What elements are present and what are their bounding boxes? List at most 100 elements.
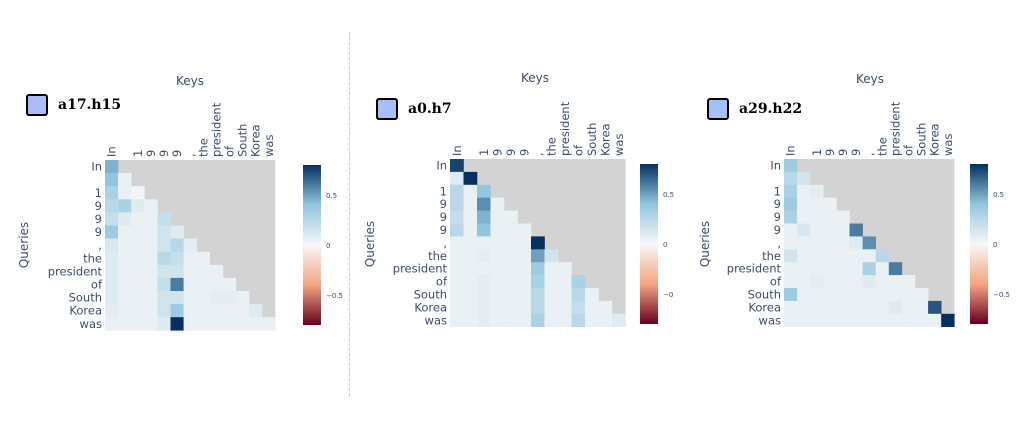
heatmap-cell bbox=[823, 223, 837, 237]
x-tick-label: the bbox=[875, 137, 889, 156]
heatmap-cell bbox=[222, 317, 237, 331]
heatmap-cell bbox=[836, 275, 850, 289]
heatmap-cell bbox=[463, 184, 478, 198]
heatmap-cell bbox=[118, 317, 132, 331]
x-tick-label: 9 bbox=[157, 150, 171, 157]
y-axis-title: Queries bbox=[17, 222, 31, 268]
heatmap-cell bbox=[196, 291, 211, 305]
x-tick-label: Korea bbox=[598, 123, 612, 156]
heatmap-cell bbox=[531, 249, 545, 263]
y-tick-label: 9 bbox=[440, 223, 447, 237]
x-tick-label: the bbox=[196, 138, 210, 157]
heatmap-cell bbox=[170, 251, 184, 266]
colorbar-tick-label: 0.5 bbox=[663, 191, 674, 199]
y-tick-label: 9 bbox=[95, 212, 102, 226]
y-tick-label: 9 bbox=[774, 210, 781, 224]
heatmap-cell bbox=[105, 291, 119, 305]
head-badge[interactable]: a29.h22 bbox=[707, 98, 802, 120]
heatmap-cell bbox=[105, 304, 119, 318]
heatmap-cell bbox=[236, 304, 250, 318]
heatmap-cell bbox=[450, 249, 464, 263]
heatmap-cell bbox=[144, 277, 158, 292]
heatmap-cell bbox=[183, 264, 197, 279]
heatmap-cell bbox=[118, 225, 132, 239]
heatmap-cell bbox=[450, 288, 464, 302]
y-tick-label: In bbox=[91, 160, 102, 174]
x-tick-label: , bbox=[862, 152, 876, 156]
heatmap-cell bbox=[170, 317, 184, 331]
heatmap-cell bbox=[118, 212, 132, 226]
heatmap-cell bbox=[504, 313, 518, 327]
heatmap-cell bbox=[810, 249, 824, 263]
heatmap-cell bbox=[170, 277, 184, 292]
heatmap-cell bbox=[810, 210, 824, 224]
heatmap-cell bbox=[875, 288, 890, 302]
heatmap-cell bbox=[477, 223, 491, 237]
heatmap-cell bbox=[183, 238, 197, 252]
heatmap-cell bbox=[531, 313, 545, 327]
heatmap-cell bbox=[157, 291, 171, 305]
x-tick-label: 1 bbox=[477, 149, 491, 156]
heatmap-cell bbox=[504, 275, 518, 289]
heatmap-cell bbox=[131, 199, 145, 213]
heatmap-cell bbox=[823, 288, 837, 302]
heatmap-cell bbox=[249, 304, 263, 318]
heatmap-cell bbox=[463, 249, 478, 263]
y-tick-label: of bbox=[770, 275, 782, 289]
heatmap-cell bbox=[490, 210, 505, 224]
heatmap-cell bbox=[490, 236, 505, 250]
heatmap-cell bbox=[463, 223, 478, 237]
heatmap-cell bbox=[544, 313, 559, 327]
heatmap-cell bbox=[517, 275, 532, 289]
heatmap-cell bbox=[797, 197, 811, 211]
heatmap-cell bbox=[450, 236, 464, 250]
heatmap-cell bbox=[477, 249, 491, 263]
heatmap-cell bbox=[131, 186, 145, 200]
heatmap-cell bbox=[901, 313, 916, 327]
heatmap-cell bbox=[797, 313, 811, 327]
y-tick-label: Korea bbox=[748, 300, 781, 314]
heatmap-cell bbox=[875, 275, 890, 289]
heatmap-cell bbox=[784, 223, 798, 237]
heatmap-cell bbox=[784, 288, 798, 302]
heatmap-cell bbox=[170, 238, 184, 252]
y-tick-label: of bbox=[436, 275, 448, 289]
heatmap-cell bbox=[144, 304, 158, 318]
heatmap-cell bbox=[157, 264, 171, 279]
heatmap-cell bbox=[131, 264, 145, 279]
heatmap-cell bbox=[463, 288, 478, 302]
heatmap-cell bbox=[517, 262, 532, 276]
heatmap-cell bbox=[531, 275, 545, 289]
head-label: a0.h7 bbox=[408, 101, 452, 117]
y-tick-label: South bbox=[414, 287, 447, 301]
heatmap-cell bbox=[797, 275, 811, 289]
heatmap-cell bbox=[118, 277, 132, 292]
heatmap-cell bbox=[131, 212, 145, 226]
heatmap-cell bbox=[183, 304, 197, 318]
panel-divider bbox=[349, 32, 350, 396]
heatmap-cell bbox=[477, 313, 491, 327]
heatmap-cell bbox=[810, 223, 824, 237]
head-badge[interactable]: a0.h7 bbox=[376, 98, 452, 120]
heatmap-cell bbox=[558, 275, 572, 289]
head-badge[interactable]: a17.h15 bbox=[26, 94, 121, 116]
head-color-swatch[interactable] bbox=[707, 98, 729, 120]
heatmap-cell bbox=[236, 317, 250, 331]
head-color-swatch[interactable] bbox=[376, 98, 398, 120]
y-tick-label: 1 bbox=[95, 186, 102, 200]
heatmap-cell bbox=[450, 171, 464, 186]
heatmap-cell bbox=[209, 317, 224, 331]
heatmap-cell bbox=[236, 291, 250, 305]
x-tick-label: 9 bbox=[517, 149, 531, 156]
head-color-swatch[interactable] bbox=[26, 94, 48, 116]
y-tick-label: 9 bbox=[95, 199, 102, 213]
heatmap-cell bbox=[144, 212, 158, 226]
heatmap-cell bbox=[544, 300, 559, 315]
heatmap-cell bbox=[823, 313, 837, 327]
y-tick-label: the bbox=[428, 249, 447, 263]
heatmap-cell bbox=[183, 277, 197, 292]
heatmap-cell bbox=[477, 184, 491, 198]
heatmap-cell bbox=[118, 186, 132, 200]
heatmap-cell bbox=[836, 313, 850, 327]
